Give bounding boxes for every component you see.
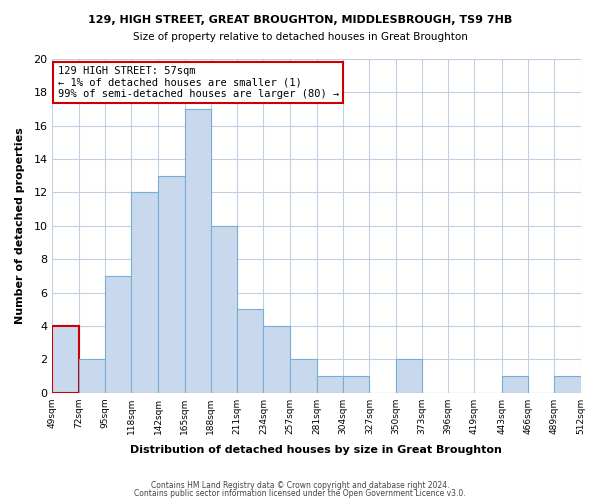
Y-axis label: Number of detached properties: Number of detached properties (15, 128, 25, 324)
Bar (263, 326, 290, 392)
Bar (211, 226, 237, 392)
Text: Contains HM Land Registry data © Crown copyright and database right 2024.: Contains HM Land Registry data © Crown c… (151, 481, 449, 490)
Bar (237, 309, 263, 392)
Bar (290, 360, 317, 392)
Text: Contains public sector information licensed under the Open Government Licence v3: Contains public sector information licen… (134, 488, 466, 498)
Bar (343, 376, 370, 392)
Bar (105, 276, 131, 392)
Bar (52, 326, 79, 392)
Bar (554, 376, 581, 392)
X-axis label: Distribution of detached houses by size in Great Broughton: Distribution of detached houses by size … (130, 445, 502, 455)
Text: Size of property relative to detached houses in Great Broughton: Size of property relative to detached ho… (133, 32, 467, 42)
Bar (131, 192, 158, 392)
Bar (395, 360, 422, 392)
Bar (502, 376, 528, 392)
Bar (317, 376, 343, 392)
Bar (158, 176, 185, 392)
Bar (185, 109, 211, 393)
Bar (79, 360, 105, 392)
Text: 129, HIGH STREET, GREAT BROUGHTON, MIDDLESBROUGH, TS9 7HB: 129, HIGH STREET, GREAT BROUGHTON, MIDDL… (88, 15, 512, 25)
Text: 129 HIGH STREET: 57sqm
← 1% of detached houses are smaller (1)
99% of semi-detac: 129 HIGH STREET: 57sqm ← 1% of detached … (58, 66, 339, 99)
